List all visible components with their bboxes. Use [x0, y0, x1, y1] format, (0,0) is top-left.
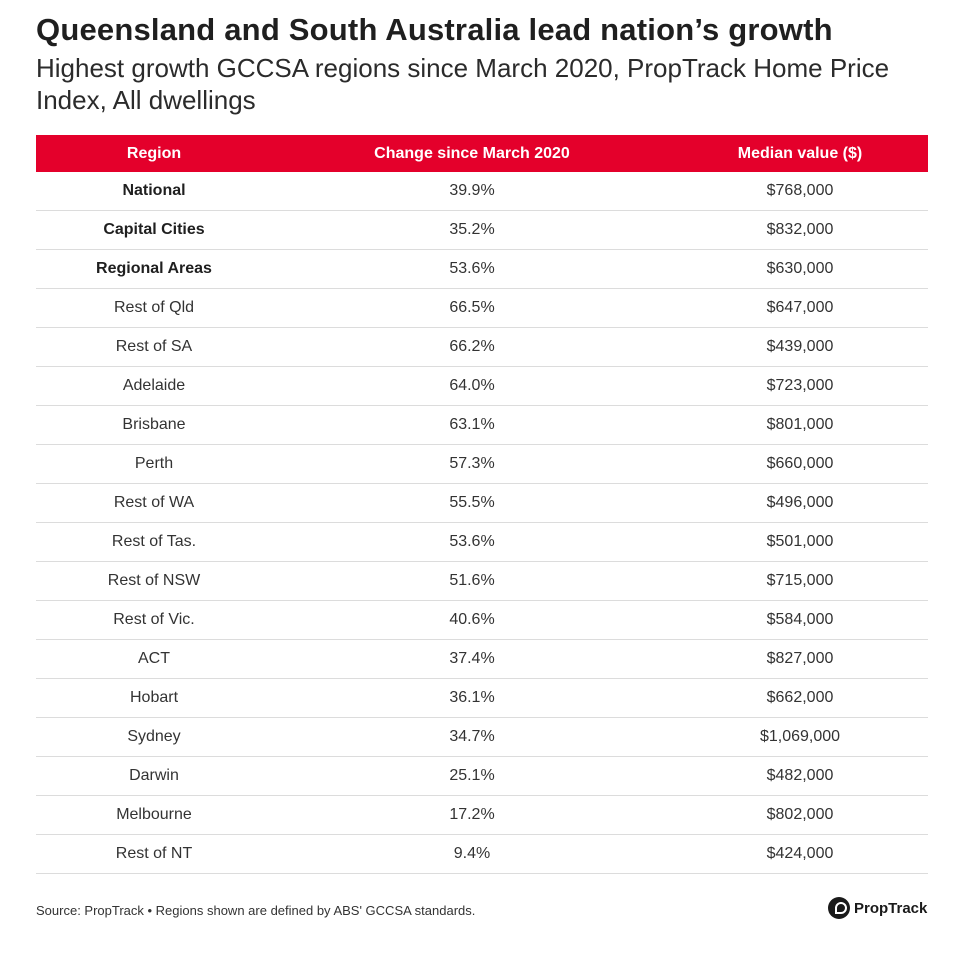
change-cell: 51.6%	[272, 561, 672, 601]
change-cell: 34.7%	[272, 717, 672, 757]
region-cell: Brisbane	[36, 405, 272, 445]
change-cell: 63.1%	[272, 405, 672, 445]
table-row: Melbourne 17.2% $802,000	[36, 795, 928, 835]
region-cell: Perth	[36, 444, 272, 484]
region-cell: Rest of Vic.	[36, 600, 272, 640]
region-cell: Melbourne	[36, 795, 272, 835]
median-cell: $832,000	[672, 210, 928, 250]
table-row: Rest of NSW 51.6% $715,000	[36, 561, 928, 601]
region-cell: Sydney	[36, 717, 272, 757]
data-table: Region Change since March 2020 Median va…	[36, 135, 928, 874]
median-cell: $660,000	[672, 444, 928, 484]
region-cell: Darwin	[36, 756, 272, 796]
region-cell: Rest of WA	[36, 483, 272, 523]
table-row: Rest of SA 66.2% $439,000	[36, 327, 928, 367]
median-cell: $801,000	[672, 405, 928, 445]
median-cell: $802,000	[672, 795, 928, 835]
page-subtitle: Highest growth GCCSA regions since March…	[36, 53, 890, 115]
region-cell: National	[36, 172, 272, 211]
region-cell: Rest of Tas.	[36, 522, 272, 562]
median-cell: $768,000	[672, 172, 928, 211]
table-header-row: Region Change since March 2020 Median va…	[36, 135, 928, 172]
table-row: Sydney 34.7% $1,069,000	[36, 717, 928, 757]
region-cell: ACT	[36, 639, 272, 679]
median-cell: $439,000	[672, 327, 928, 367]
table-row: Rest of Qld 66.5% $647,000	[36, 288, 928, 328]
table-row: Regional Areas 53.6% $630,000	[36, 249, 928, 289]
change-cell: 64.0%	[272, 366, 672, 406]
change-cell: 40.6%	[272, 600, 672, 640]
brand-name: PropTrack	[854, 899, 928, 917]
table-row: Perth 57.3% $660,000	[36, 444, 928, 484]
change-cell: 35.2%	[272, 210, 672, 250]
median-cell: $1,069,000	[672, 717, 928, 757]
column-header-median: Median value ($)	[672, 135, 928, 172]
change-cell: 55.5%	[272, 483, 672, 523]
change-cell: 66.2%	[272, 327, 672, 367]
median-cell: $630,000	[672, 249, 928, 289]
table-body: National 39.9% $768,000 Capital Cities 35.2%…	[36, 172, 928, 874]
table-row: National 39.9% $768,000	[36, 172, 928, 211]
median-cell: $647,000	[672, 288, 928, 328]
change-cell: 39.9%	[272, 172, 672, 211]
change-cell: 25.1%	[272, 756, 672, 796]
proptrack-logo: PropTrack	[828, 897, 927, 919]
proptrack-logo-icon	[828, 897, 850, 919]
table-row: Adelaide 64.0% $723,000	[36, 366, 928, 406]
table-row: Hobart 36.1% $662,000	[36, 678, 928, 718]
region-cell: Rest of NT	[36, 834, 272, 874]
table-row: Rest of NT 9.4% $424,000	[36, 834, 928, 874]
median-cell: $501,000	[672, 522, 928, 562]
change-cell: 53.6%	[272, 249, 672, 289]
table-row: Brisbane 63.1% $801,000	[36, 405, 928, 445]
change-cell: 53.6%	[272, 522, 672, 562]
column-header-region: Region	[36, 135, 272, 172]
region-cell: Rest of SA	[36, 327, 272, 367]
median-cell: $584,000	[672, 600, 928, 640]
region-cell: Rest of Qld	[36, 288, 272, 328]
column-header-change: Change since March 2020	[272, 135, 672, 172]
source-note: Source: PropTrack • Regions shown are de…	[36, 903, 476, 918]
median-cell: $723,000	[672, 366, 928, 406]
median-cell: $715,000	[672, 561, 928, 601]
change-cell: 17.2%	[272, 795, 672, 835]
region-cell: Capital Cities	[36, 210, 272, 250]
change-cell: 66.5%	[272, 288, 672, 328]
change-cell: 36.1%	[272, 678, 672, 718]
median-cell: $482,000	[672, 756, 928, 796]
table-row: Rest of Tas. 53.6% $501,000	[36, 522, 928, 562]
change-cell: 37.4%	[272, 639, 672, 679]
table-row: Rest of WA 55.5% $496,000	[36, 483, 928, 523]
region-cell: Regional Areas	[36, 249, 272, 289]
region-cell: Rest of NSW	[36, 561, 272, 601]
median-cell: $424,000	[672, 834, 928, 874]
median-cell: $662,000	[672, 678, 928, 718]
region-cell: Hobart	[36, 678, 272, 718]
page-title: Queensland and South Australia lead nati…	[36, 12, 833, 47]
change-cell: 57.3%	[272, 444, 672, 484]
table-row: ACT 37.4% $827,000	[36, 639, 928, 679]
change-cell: 9.4%	[272, 834, 672, 874]
region-cell: Adelaide	[36, 366, 272, 406]
median-cell: $827,000	[672, 639, 928, 679]
table-row: Darwin 25.1% $482,000	[36, 756, 928, 796]
table-header: Region Change since March 2020 Median va…	[36, 135, 928, 172]
table-row: Rest of Vic. 40.6% $584,000	[36, 600, 928, 640]
table-row: Capital Cities 35.2% $832,000	[36, 210, 928, 250]
median-cell: $496,000	[672, 483, 928, 523]
